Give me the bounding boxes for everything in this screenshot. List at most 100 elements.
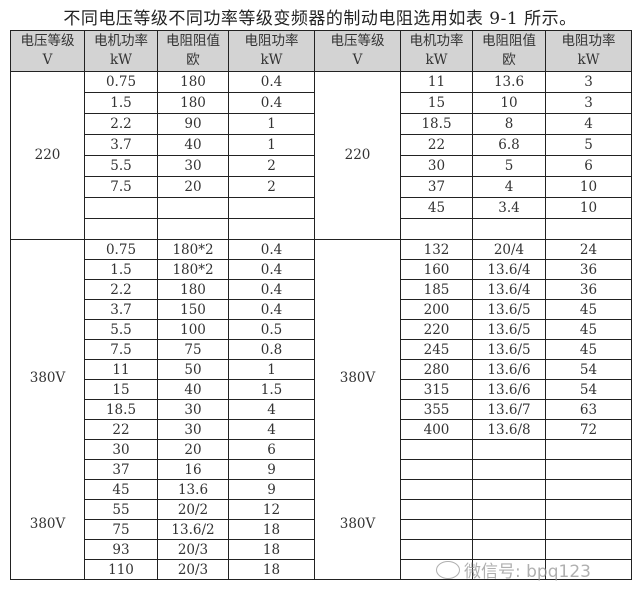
motor-power-cell: 75: [84, 519, 158, 540]
resistance-cell: 3.4: [472, 197, 546, 219]
resistor-power-cell: 10: [545, 197, 632, 219]
motor-power-cell: 15: [400, 92, 473, 114]
motor-power-cell: [400, 459, 473, 480]
motor-power-cell: 11: [84, 359, 158, 380]
motor-power-cell: 45: [84, 479, 158, 500]
resistance-cell: 90: [157, 113, 229, 135]
column-header: 电阻阻值欧: [472, 30, 546, 72]
resistor-power-cell: [228, 218, 315, 240]
column-header: 电机功率 kW: [400, 30, 473, 72]
motor-power-cell: 355: [400, 399, 473, 420]
table-row: 1.5 180*2 0.4 160 13.6/4 36: [11, 259, 632, 280]
resistor-power-cell: 0.5: [228, 319, 315, 340]
resistance-cell: [472, 218, 546, 240]
resistor-power-cell: 0.8: [228, 339, 315, 360]
motor-power-cell: [400, 439, 473, 460]
resistance-cell: [472, 519, 546, 540]
motor-power-cell: 15: [84, 379, 158, 400]
motor-power-cell: [400, 499, 473, 520]
resistor-power-cell: [545, 459, 632, 480]
voltage-label: 380V: [339, 370, 376, 386]
resistor-power-cell: 18: [228, 519, 315, 540]
resistor-power-cell: 3: [545, 71, 632, 93]
table-row: 2.2 90 1 18.5 8 4: [11, 113, 632, 135]
motor-power-cell: 22: [84, 419, 158, 440]
table-caption: 不同电压等级不同功率等级变频器的制动电阻选用如表 9-1 所示。: [63, 9, 577, 29]
motor-power-cell: 3.7: [84, 299, 158, 320]
motor-power-cell: 200: [400, 299, 473, 320]
header-label: 电阻阻值: [166, 33, 220, 49]
resistor-power-cell: 36: [545, 279, 632, 300]
motor-power-cell: 7.5: [84, 176, 158, 198]
voltage-label: 380V: [29, 370, 66, 386]
resistor-power-cell: 0.4: [228, 92, 315, 114]
resistance-cell: 40: [157, 134, 229, 156]
voltage-label: 220: [34, 147, 61, 163]
resistance-cell: 50: [157, 359, 229, 380]
motor-power-cell: 30: [400, 155, 473, 177]
motor-power-cell: 2.2: [84, 113, 158, 135]
resistance-cell: 13.6/5: [472, 339, 546, 360]
motor-power-cell: 0.75: [84, 239, 158, 260]
resistor-power-cell: 0.4: [228, 299, 315, 320]
resistor-power-cell: 4: [545, 113, 632, 135]
resistor-power-cell: 1: [228, 359, 315, 380]
motor-power-cell: 0.75: [84, 71, 158, 93]
motor-power-cell: [84, 218, 158, 240]
resistor-power-cell: [545, 479, 632, 500]
resistance-cell: [157, 218, 229, 240]
resistance-cell: 13.6: [157, 479, 229, 500]
resistance-cell: 75: [157, 339, 229, 360]
header-row: 电压等级 V 电机功率 kW 电阻阻值欧电阻功率 kW 电压等级 V 电机功率 kW 电阻阻值欧电阻…: [10, 30, 632, 72]
resistance-cell: 100: [157, 319, 229, 340]
resistor-power-cell: 0.4: [228, 279, 315, 300]
resistance-cell: 6.8: [472, 134, 546, 156]
table-row: 7.5 20 2 37 4 10: [11, 176, 632, 198]
voltage-cell: 220: [10, 71, 85, 240]
resistance-cell: 13.6/6: [472, 379, 546, 400]
resistor-power-cell: [545, 559, 632, 580]
resistor-power-cell: 63: [545, 399, 632, 420]
resistance-cell: [472, 459, 546, 480]
table-row: 110 20/3 18: [11, 559, 632, 580]
resistor-power-cell: 0.4: [228, 259, 315, 280]
resistance-cell: 13.6: [472, 71, 546, 93]
table-row: 45 13.6 9: [11, 479, 632, 500]
resistor-power-cell: 6: [228, 439, 315, 460]
resistor-power-cell: 1: [228, 113, 315, 135]
motor-power-cell: 245: [400, 339, 473, 360]
resistance-cell: 180: [157, 92, 229, 114]
header-unit: V: [42, 52, 53, 68]
resistor-power-cell: 45: [545, 339, 632, 360]
wechat-icon: [436, 560, 460, 579]
resistor-power-cell: 0.4: [228, 239, 315, 260]
header-label: 电阻功率: [561, 33, 616, 49]
resistance-cell: [472, 479, 546, 500]
column-header: 电阻阻值欧: [157, 30, 229, 72]
braking-resistor-table: 电压等级 V 电机功率 kW 电阻阻值欧电阻功率 kW 电压等级 V 电机功率 kW 电阻阻值欧电阻…: [10, 30, 632, 580]
resistance-cell: 13.6/4: [472, 279, 546, 300]
motor-power-cell: 160: [400, 259, 473, 280]
resistor-power-cell: 4: [228, 419, 315, 440]
resistance-cell: 20: [157, 176, 229, 198]
motor-power-cell: [400, 218, 473, 240]
column-header: 电压等级 V: [10, 30, 85, 72]
resistor-power-cell: 3: [545, 92, 632, 114]
table-row: 5.5 30 2 30 5 6: [11, 155, 632, 177]
column-header: 电机功率 kW: [84, 30, 158, 72]
resistance-cell: [472, 499, 546, 520]
resistor-power-cell: 10: [545, 176, 632, 198]
motor-power-cell: 3.7: [84, 134, 158, 156]
resistor-power-cell: 6: [545, 155, 632, 177]
header-unit: 欧: [502, 52, 516, 68]
motor-power-cell: [400, 519, 473, 540]
header-unit: V: [352, 52, 363, 68]
motor-power-cell: [400, 479, 473, 500]
header-label: 电阻阻值: [482, 33, 536, 49]
motor-power-cell: 185: [400, 279, 473, 300]
table-row: 18.5 30 4 355 13.6/7 63: [11, 399, 632, 420]
resistance-cell: 30: [157, 155, 229, 177]
resistor-power-cell: 72: [545, 419, 632, 440]
motor-power-cell: 11: [400, 71, 473, 93]
motor-power-cell: 93: [84, 539, 158, 560]
